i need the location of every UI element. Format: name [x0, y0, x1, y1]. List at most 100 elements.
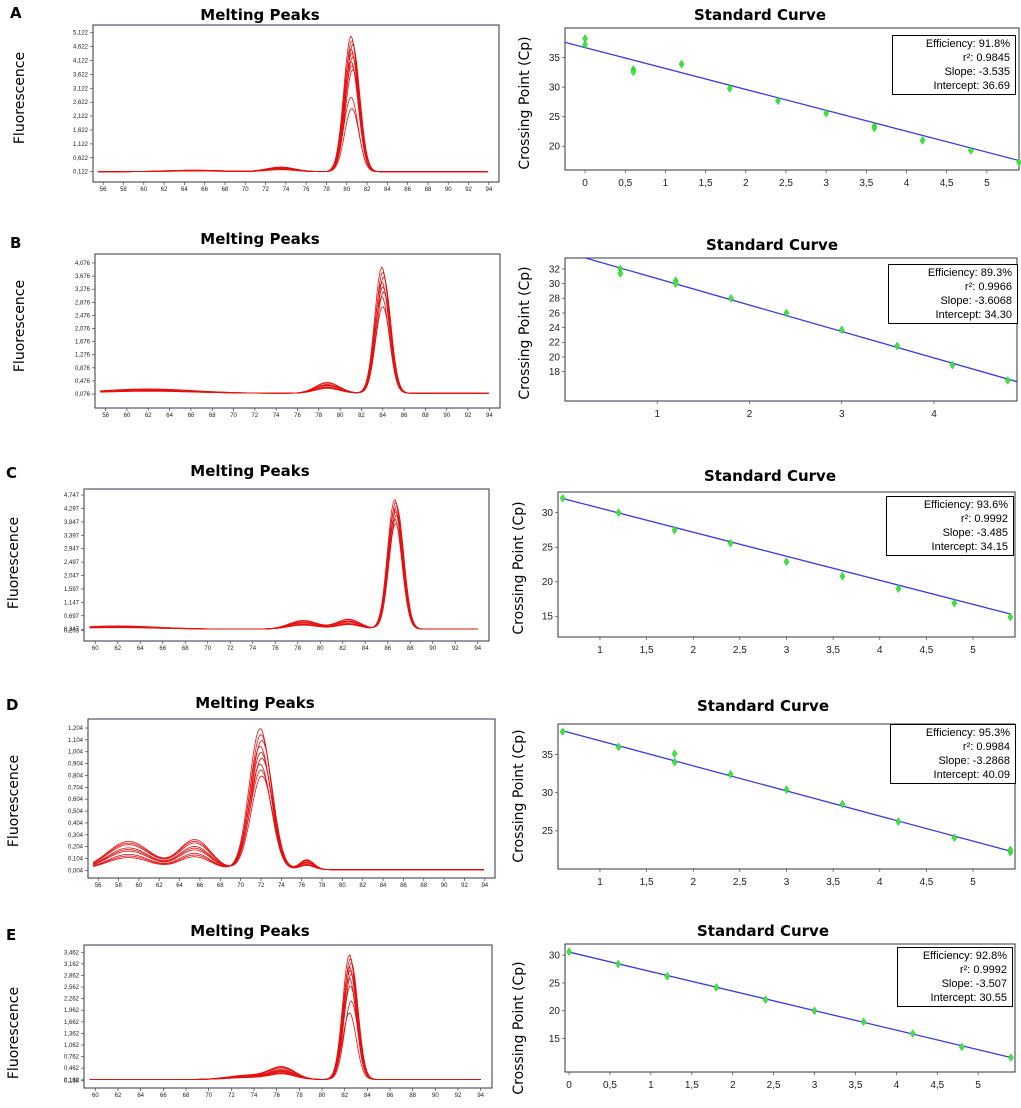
data-point	[919, 136, 926, 145]
melting-ylabel-c: Fluorescence	[6, 516, 22, 610]
fit-line	[562, 497, 1011, 615]
data-point	[839, 571, 846, 581]
x-tick-label: 66	[159, 646, 166, 652]
x-tick-label: 68	[217, 883, 224, 889]
standard-curve-title-b: Standard Curve	[705, 236, 839, 254]
x-tick-label: 0	[566, 1080, 572, 1091]
x-tick-label: 4,5	[919, 645, 933, 656]
data-point	[839, 799, 846, 809]
standard-ylabel-d: Crossing Point (Cp)	[511, 729, 527, 863]
x-tick-label: 4	[877, 877, 883, 888]
y-tick-label: 0,204	[68, 845, 84, 851]
y-tick-label: 0,203	[64, 628, 80, 634]
data-point	[909, 1029, 916, 1038]
y-tick-label: 30	[542, 508, 554, 519]
x-tick-label: 4	[877, 645, 883, 656]
y-tick-label: 1,662	[64, 1020, 80, 1026]
panel-letter-d: D	[6, 696, 19, 714]
data-point	[951, 833, 958, 843]
y-tick-label: 1,676	[75, 340, 91, 346]
melting-peaks-chart-c: 60 62 64 66 68 70 72 74 76 78 80 82 84 86 88 90 92 94 0,20…	[64, 488, 490, 652]
standard-ylabel-e: Crossing Point (Cp)	[511, 961, 527, 1095]
x-tick-label: 64	[137, 646, 144, 652]
x-tick-label: 3,5	[826, 877, 840, 888]
y-tick-label: 0,704	[68, 785, 84, 791]
x-tick-label: 92	[455, 1093, 462, 1099]
x-tick-label: 84	[364, 1093, 371, 1099]
melt-curve-series	[100, 306, 489, 394]
melting-peaks-title-c: Melting Peaks	[190, 462, 310, 480]
x-tick-label: 80	[343, 187, 350, 193]
x-tick-label: 86	[404, 187, 411, 193]
plot-frame	[83, 488, 490, 642]
melting-peaks-chart-b: 58 60 62 64 66 68 70 72 74 76 78 80 82 84 86 88 90 92 94 0,…	[75, 253, 501, 419]
y-tick-label: 2,876	[75, 300, 91, 306]
y-tick-label: 1,362	[64, 1031, 80, 1037]
y-tick-label: 1,276	[75, 353, 91, 359]
y-tick-label: 0,762	[64, 1055, 80, 1061]
x-tick-label: 78	[315, 413, 322, 419]
y-tick-label: 0,104	[68, 857, 84, 863]
x-tick-label: 1	[597, 645, 603, 656]
data-point	[671, 525, 678, 535]
y-tick-label: 0,622	[73, 156, 89, 162]
x-tick-label: 60	[92, 1093, 99, 1099]
x-tick-label: 2	[743, 178, 749, 189]
efficiency-text: Efficiency: 89.3%	[927, 267, 1012, 279]
x-tick-label: 92	[461, 883, 468, 889]
efficiency-text: Efficiency: 95.3%	[925, 727, 1010, 739]
x-tick-label: 68	[182, 646, 189, 652]
x-tick-label: 68	[222, 187, 229, 193]
y-tick-label: 0,404	[68, 821, 84, 827]
x-tick-label: 66	[197, 883, 204, 889]
y-tick-label: 1,122	[73, 142, 89, 148]
y-tick-label: 2,862	[64, 973, 80, 979]
data-point	[811, 1006, 818, 1016]
data-point	[615, 508, 622, 518]
x-tick-label: 68	[183, 1093, 190, 1099]
x-tick-label: 66	[188, 413, 195, 419]
x-tick-label: 4,5	[940, 178, 954, 189]
data-point	[617, 269, 624, 278]
x-tick-label: 72	[228, 1093, 235, 1099]
y-tick-label: 30	[549, 83, 561, 94]
x-tick-label: 62	[114, 646, 121, 652]
x-tick-label: 1	[648, 1080, 654, 1091]
panel-letter-e: E	[6, 926, 17, 944]
melting-peaks-chart-a: 56 58 60 62 64 66 68 70 72 74 76 78 80 82 84 86 88 90 92 94…	[73, 24, 500, 193]
data-point	[671, 749, 678, 759]
y-tick-label: 24	[549, 323, 561, 334]
y-tick-label: 2,076	[75, 327, 91, 333]
x-tick-label: 94	[474, 646, 481, 652]
x-tick-label: 60	[92, 646, 99, 652]
x-tick-label: 3,5	[859, 178, 873, 189]
x-tick-label: 86	[387, 1093, 394, 1099]
r-squared-text: r²: 0.9966	[964, 281, 1012, 293]
panel-letter-b: B	[10, 234, 22, 252]
y-tick-label: 0,504	[68, 809, 84, 815]
y-tick-label: 2,562	[64, 985, 80, 991]
data-point	[630, 67, 637, 77]
y-tick-label: 1,962	[64, 1008, 80, 1014]
x-tick-label: 2	[747, 409, 753, 420]
efficiency-text: Efficiency: 91.8%	[925, 38, 1010, 50]
x-tick-label: 74	[273, 413, 280, 419]
data-point	[727, 770, 734, 779]
stats-box-d: Efficiency: 95.3% r²: 0.9984 Slope: -3.2…	[890, 724, 1016, 784]
x-tick-label: 82	[359, 883, 366, 889]
x-tick-label: 58	[102, 413, 109, 419]
x-tick-label: 3	[784, 645, 790, 656]
x-tick-label: 62	[156, 883, 163, 889]
x-tick-label: 80	[317, 646, 324, 652]
y-tick-label: 15	[549, 1034, 561, 1045]
r-squared-text: r²: 0.9992	[959, 964, 1007, 976]
x-tick-label: 78	[319, 883, 326, 889]
x-tick-label: 2,5	[733, 877, 747, 888]
y-tick-label: 1,062	[64, 1043, 80, 1049]
x-tick-label: 90	[443, 413, 450, 419]
data-point	[728, 293, 734, 303]
data-point	[671, 757, 678, 767]
y-tick-label: 0,876	[75, 366, 91, 372]
data-point	[958, 1042, 965, 1052]
slope-text: Slope: -3.2868	[938, 755, 1010, 767]
